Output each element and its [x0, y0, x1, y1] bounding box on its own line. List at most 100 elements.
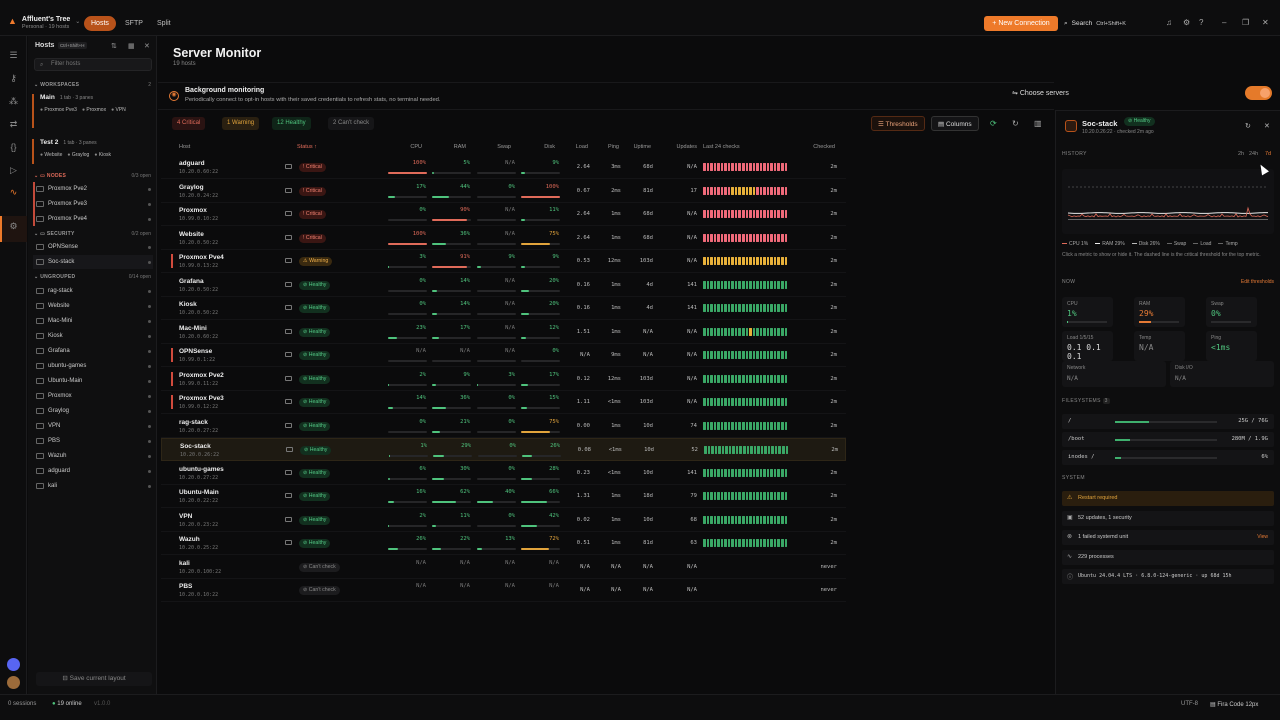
sidebar-host-item[interactable]: adguard — [33, 464, 153, 478]
table-row[interactable]: PBS 10.20.0.10:22 ⊘ Can't check N/A N/A N/A N/… — [161, 579, 846, 602]
col-checked[interactable]: Checked — [813, 144, 835, 150]
sidebar-host-item[interactable]: Mac-Mini — [33, 314, 153, 328]
table-row[interactable]: Ubuntu-Main 10.20.0.22:22 ⊘ Healthy 16% 62% 4… — [161, 485, 846, 508]
col-status[interactable]: Status ↑ — [297, 144, 317, 150]
minimize-icon[interactable]: – — [1222, 18, 1227, 27]
col-swap[interactable]: Swap — [497, 144, 511, 150]
history-chart[interactable] — [1062, 169, 1274, 234]
save-layout-button[interactable]: ⊟ Save current layout — [36, 672, 152, 686]
sidebar-host-item[interactable]: Website — [33, 299, 153, 313]
filter-cantcheck-chip[interactable]: 2 Can't check — [328, 117, 375, 130]
col-host[interactable]: Host — [179, 144, 191, 150]
metric-card-swap[interactable]: Swap 0% — [1206, 297, 1257, 327]
snippets-icon[interactable]: {} — [10, 142, 17, 152]
col-cpu[interactable]: CPU — [410, 144, 422, 150]
search-button[interactable]: ⌕ Search Ctrl+Shift+K — [1064, 16, 1126, 31]
edit-thresholds-link[interactable]: Edit thresholds — [1240, 279, 1274, 285]
metric-card-temp[interactable]: Temp N/A — [1134, 331, 1185, 361]
sidebar-host-item[interactable]: Graylog — [33, 404, 153, 418]
avatar[interactable] — [7, 676, 20, 689]
sidebar-host-item[interactable]: Wazuh — [33, 449, 153, 463]
terminal-icon[interactable] — [285, 258, 292, 263]
close-icon[interactable]: ✕ — [144, 43, 150, 50]
choose-servers-button[interactable]: ⇋ Choose servers — [1012, 90, 1069, 97]
view-failed-link[interactable]: View — [1257, 534, 1268, 540]
col-ram[interactable]: RAM — [453, 144, 466, 150]
col-ping[interactable]: Ping — [607, 144, 619, 150]
sidebar-host-item[interactable]: OPNSense — [33, 240, 153, 254]
table-row[interactable]: Proxmox Pve4 10.99.0.13:22 ⚠ Warning 3% 91% 9… — [161, 250, 846, 273]
table-row[interactable]: ubuntu-games 10.20.0.27:22 ⊘ Healthy 6% 30% 0… — [161, 462, 846, 485]
new-connection-button[interactable]: + New Connection — [984, 16, 1058, 31]
legend-swap[interactable]: Swap — [1166, 241, 1186, 247]
refresh-icon[interactable]: ↻ — [1245, 123, 1251, 130]
workspaces-header[interactable]: ⌄ WORKSPACES — [34, 82, 80, 88]
sidebar-host-item[interactable]: Ubuntu-Main — [33, 374, 153, 388]
group-nodes-header[interactable]: ⌄ ▭ NODES — [34, 173, 67, 179]
background-monitoring-toggle[interactable] — [1245, 86, 1272, 100]
terminal-icon[interactable]: ▷ — [10, 165, 17, 175]
table-row[interactable]: Wazuh 10.20.0.25:22 ⊘ Healthy 26% 22% 13% 72% 0… — [161, 532, 846, 555]
range-24h[interactable]: 24h — [1249, 151, 1259, 157]
range-2h[interactable]: 2h — [1238, 151, 1245, 157]
sidebar-host-item[interactable]: Grafana — [33, 344, 153, 358]
sidebar-host-item[interactable]: Proxmox Pve4 — [33, 212, 153, 226]
legend-load[interactable]: Load — [1193, 241, 1211, 247]
close-icon[interactable]: ✕ — [1264, 123, 1270, 130]
table-row[interactable]: Soc-stack 10.20.0.26:22 ⊘ Healthy 1% 29% 0% 26… — [161, 438, 846, 461]
sidebar-host-item[interactable]: Proxmox Pve2 — [33, 182, 153, 196]
transfer-icon[interactable]: ⇄ — [9, 119, 18, 129]
col-last24[interactable]: Last 24 checks — [703, 144, 740, 150]
metric-card-ram[interactable]: RAM 29% — [1134, 297, 1185, 327]
monitor-icon[interactable]: ∿ — [9, 187, 18, 197]
thresholds-button[interactable]: ☰ Thresholds — [871, 116, 925, 131]
auto-refresh-icon[interactable]: ⟳ — [990, 119, 997, 128]
terminal-icon[interactable] — [285, 281, 292, 287]
terminal-icon[interactable] — [285, 187, 292, 193]
workspace-test-2[interactable]: Test 2 1 tab · 3 panes ● Website ● Graylo… — [32, 139, 152, 164]
terminal-icon[interactable] — [285, 352, 292, 357]
servers-icon[interactable]: ☰ — [9, 50, 18, 60]
columns-button[interactable]: ▤ Columns — [931, 116, 979, 131]
gear-icon[interactable]: ⚙ — [1183, 18, 1191, 27]
restore-icon[interactable]: ❐ — [1242, 18, 1250, 27]
table-row[interactable]: Proxmox Pve2 10.99.0.11:22 ⊘ Healthy 2% 9% 3%… — [161, 368, 846, 391]
group-security-header[interactable]: ⌄ ▭ SECURITY — [34, 231, 75, 237]
terminal-icon[interactable] — [285, 305, 292, 310]
table-row[interactable]: VPN 10.20.0.23:22 ⊘ Healthy 2% 11% 0% 42% 0.02 1… — [161, 509, 846, 532]
terminal-icon[interactable] — [285, 422, 292, 428]
discord-icon[interactable] — [7, 658, 20, 671]
col-uptime[interactable]: Uptime — [633, 144, 651, 150]
terminal-icon[interactable] — [285, 164, 292, 169]
filter-warning-chip[interactable]: 1 Warning — [222, 117, 260, 130]
filter-hosts-input[interactable]: ⌕ Filter hosts — [34, 58, 152, 71]
metric-card-load-1-5-15[interactable]: Load 1/5/15 0.1 0.1 0.1 — [1062, 331, 1113, 361]
legend-disk[interactable]: Disk 26% — [1131, 241, 1160, 247]
sidebar-host-item[interactable]: rag-stack — [33, 284, 153, 298]
sort-icon[interactable]: ⇅ — [111, 43, 117, 50]
table-row[interactable]: kali 10.20.0.100:22 ⊘ Can't check N/A N/A N/A… — [161, 556, 846, 579]
table-row[interactable]: OPNSense 10.99.0.1:22 ⊘ Healthy N/A N/A N/A 0%… — [161, 344, 846, 367]
tab-hosts[interactable]: Hosts — [84, 16, 116, 31]
filter-critical-chip[interactable]: 4 Critical — [172, 117, 206, 130]
workspace-switcher[interactable]: ▲ Affluent's Tree Personal · 19 hosts ⌄ — [8, 16, 80, 31]
sidebar-host-item[interactable]: ubuntu-games — [33, 359, 153, 373]
key-icon[interactable]: ⚷ — [10, 73, 17, 83]
table-row[interactable]: rag-stack 10.20.0.27:22 ⊘ Healthy 0% 21% 0% 75… — [161, 415, 846, 438]
terminal-icon[interactable] — [285, 328, 292, 334]
terminal-icon[interactable] — [285, 516, 292, 522]
terminal-font[interactable]: ▤ Fira Code 12px — [1210, 702, 1259, 708]
range-7d[interactable]: 7d — [1265, 151, 1272, 157]
terminal-icon[interactable] — [285, 540, 292, 545]
col-load[interactable]: Load — [575, 144, 588, 150]
legend-cpu[interactable]: CPU 1% — [1062, 241, 1088, 247]
terminal-icon[interactable] — [285, 399, 292, 404]
table-row[interactable]: Graylog 10.20.0.24:22 ! Critical 17% 44% 0% 10… — [161, 180, 846, 203]
terminal-icon[interactable] — [285, 234, 292, 240]
terminal-icon[interactable] — [285, 469, 292, 475]
sidebar-host-item[interactable]: VPN — [33, 419, 153, 433]
bell-icon[interactable]: ♫ — [1166, 18, 1172, 27]
table-row[interactable]: Kiosk 10.20.0.50:22 ⊘ Healthy 0% 14% N/A 20% 0.… — [161, 297, 846, 320]
sidebar-host-item[interactable]: Proxmox Pve3 — [33, 197, 153, 211]
sidebar-host-item[interactable]: Proxmox — [33, 389, 153, 403]
